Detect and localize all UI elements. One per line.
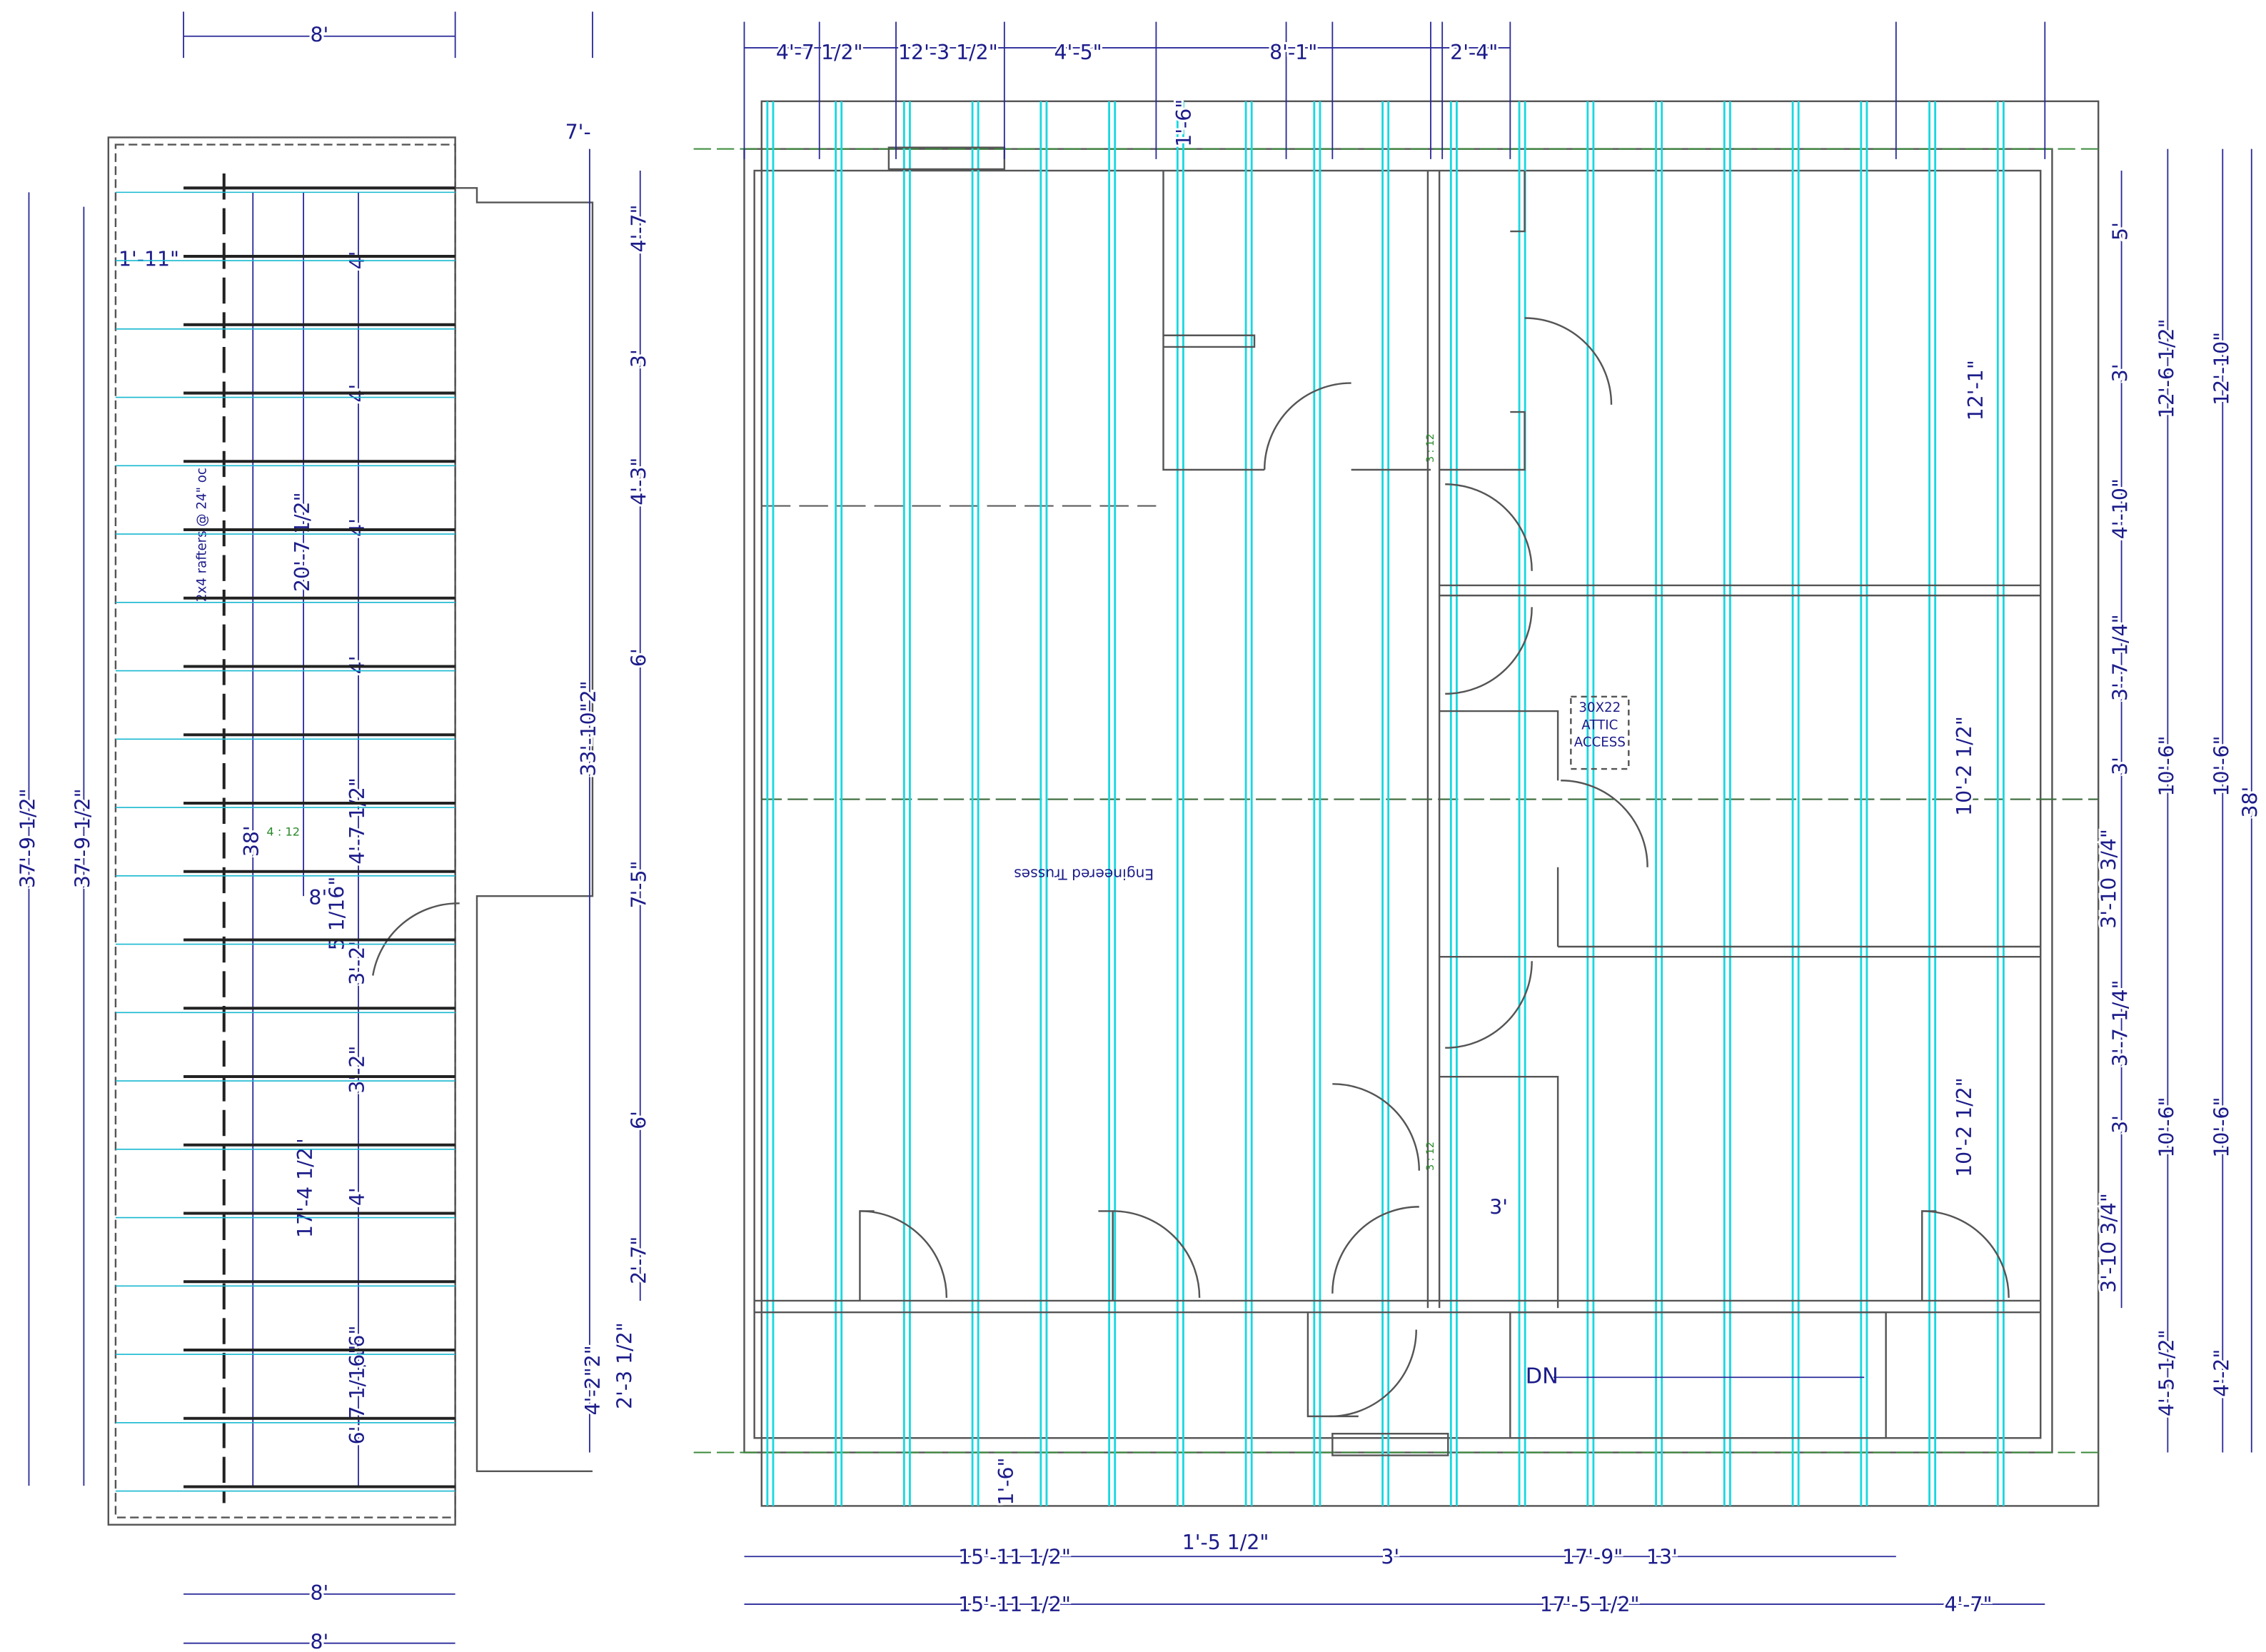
dimension-label: 2'-3 1/2" [613,1322,636,1409]
dimension-label: 4'-5" [1054,41,1102,64]
dimension-label: 3'-10 3/4" [2097,1193,2120,1293]
dimension-label: 1/16" [346,1326,369,1381]
roof-edge [114,143,456,1518]
pitch-note: 3 : 12 [1425,433,1436,463]
dimension-label: 4'-5 1/2" [2155,1329,2178,1416]
dimension-label: 10'-6" [2155,1097,2178,1157]
dimension-label: 20'-7 1/2" [291,492,314,592]
dimension-label: 10'-2 1/2" [1953,716,1976,816]
dimension-label: 1'-6" [994,1457,1018,1505]
dimension-lines [28,11,2252,1644]
dimension-label: 17'-4 1/2" [293,1138,317,1238]
dimension-label: 4'-10" [2109,478,2132,539]
dimension-label: 12'-1" [1964,360,1988,420]
dimension-label: 3'-2" [346,1046,369,1094]
dimension-label: 8' [310,24,328,47]
dimension-label: 3' [2109,1115,2132,1134]
dimension-label: 6' [628,1111,651,1129]
dimension-label: 12'-10" [2210,332,2233,406]
dimension-label: 17'-9" [1562,1545,1623,1568]
dimension-label: 8'-1" [1269,41,1317,64]
dimension-label: 12'-3 1/2" [898,41,998,64]
dimension-label: 4'-7" [1944,1593,1992,1616]
dimension-label: 10'-6" [2210,1097,2233,1157]
dimension-label: 1'-11" [119,248,179,271]
pitch-note: 4 : 12 [266,825,300,839]
dimension-label: 13' [1646,1545,1678,1568]
trusses-note: Engineered Trusses [1014,865,1154,882]
dimension-label: 8' [310,1631,328,1652]
dimension-label: 5' [2109,222,2132,241]
dimension-label: 10'-2 1/2" [1953,1077,1976,1177]
roof-outline [107,136,456,1526]
attic-note: ATTIC [1581,717,1618,732]
dimension-label: 1'-6" [1172,99,1196,147]
roof-outline [760,100,2100,1507]
dimension-label: 12'-6 1/2" [2155,318,2178,418]
dimension-label: 4'-2"2" [581,1345,605,1415]
dimension-label: 4'-3" [628,458,651,505]
dimension-label: 4'-2" [2210,1349,2233,1397]
dimension-label: 2'-7" [628,1237,651,1284]
dimension-label: 38' [240,825,263,857]
dimension-label: 6'-7 1/16" [346,1345,369,1445]
dimension-label: 3'-10 3/4" [2097,829,2120,929]
dimension-label: 33'-10"2" [577,680,600,776]
attic-hatch [1570,695,1630,770]
dimension-label: 1'-5 1/2" [1182,1531,1269,1554]
dimension-label: 15'-11 1/2" [958,1545,1071,1568]
dimension-label: 3' [628,349,651,368]
rafter-note: 2x4 rafters @ 24" oc [194,468,209,602]
dimension-label: 17'-5 1/2" [1540,1593,1640,1616]
dimension-label: 2'-4" [1450,41,1498,64]
door-swing [372,902,460,976]
dimension-label: 15'-11 1/2" [958,1593,1071,1616]
interior-walls [754,146,2041,1456]
dimension-label: 37'-9 1/2" [16,788,39,888]
dimension-label: 3' [1489,1195,1508,1219]
dimension-labels: 8' 4'-7 1/2" 12'-3 1/2" 4'-5" 8'-1" 2'-4" 7'- 1… [14,21,2264,1652]
dimension-label: 3'-7 1/4" [2109,979,2132,1067]
interior-wall-face [753,169,2042,1439]
dimension-label: 38' [2239,787,2262,818]
dimension-label: 3'-7 1/4" [2109,614,2132,701]
dimension-label: 3' [2109,363,2132,382]
dimension-label: 4'-7" [628,204,651,252]
dimension-label: 4'-7 1/2" [346,777,369,865]
left-walls [455,187,594,1473]
dimension-label: 37'-9 1/2" [71,788,94,888]
attic-note: ACCESS [1574,735,1626,750]
trusses [766,101,2005,1506]
dimension-label: 6' [628,648,651,667]
dimension-label: 7'- [565,120,591,143]
dimension-label: 4' [346,1187,369,1206]
dimension-label: 3' [2109,757,2132,775]
dimension-label: 4'-7 1/2" [776,41,863,64]
pitch-note: 3 : 12 [1425,1142,1436,1171]
door-swings [860,317,2010,1418]
stair-label: DN [1526,1364,1558,1389]
dimension-label: 8' [310,1581,328,1605]
attic-note: 30X22 [1578,700,1621,715]
dimension-label: 3' [1381,1545,1399,1568]
dimension-label: 8' [308,886,327,910]
dimension-label: 10'-6" [2210,735,2233,796]
dimension-label: 7'-5" [628,860,651,908]
dimension-label: 10'-6" [2155,735,2178,796]
